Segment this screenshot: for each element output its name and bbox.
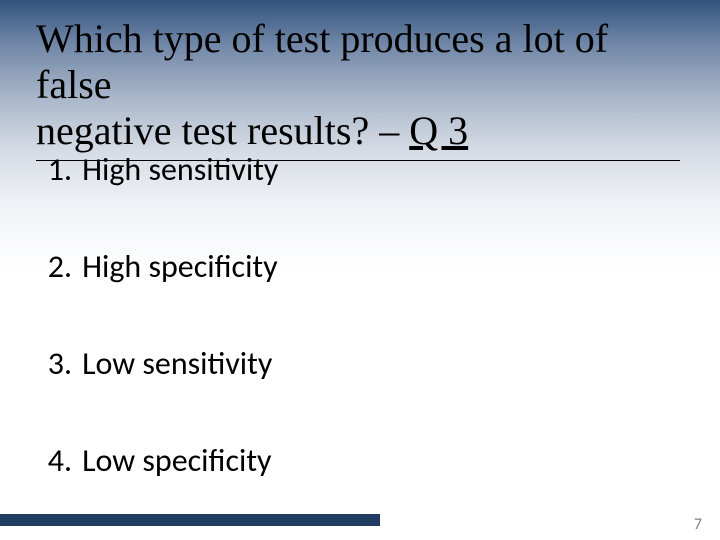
title-line-2: negative test results? –: [36, 108, 409, 153]
list-item: 3. Low sensitivity: [36, 344, 660, 383]
title-block: Which type of test produces a lot of fal…: [36, 16, 680, 161]
option-dot: .: [64, 441, 82, 480]
title-line-1: Which type of test produces a lot of fal…: [36, 16, 608, 107]
page-number: 7: [694, 515, 702, 534]
option-text: High specificity: [82, 247, 660, 286]
slide-title: Which type of test produces a lot of fal…: [36, 16, 680, 154]
option-text: Low specificity: [82, 441, 660, 480]
list-item: 1. High sensitivity: [36, 150, 660, 189]
option-dot: .: [64, 150, 82, 189]
list-item: 2. High specificity: [36, 247, 660, 286]
option-number: 2: [36, 247, 64, 286]
option-number: 4: [36, 441, 64, 480]
option-text: Low sensitivity: [82, 344, 660, 383]
answer-options-list: 1. High sensitivity 2. High specificity …: [36, 150, 660, 480]
footer-accent-bar: [0, 514, 380, 526]
title-q3: Q 3: [409, 108, 468, 153]
list-item: 4. Low specificity: [36, 441, 660, 480]
option-dot: .: [64, 344, 82, 383]
option-number: 3: [36, 344, 64, 383]
option-dot: .: [64, 247, 82, 286]
option-number: 1: [36, 150, 64, 189]
slide: Which type of test produces a lot of fal…: [0, 0, 720, 540]
option-text: High sensitivity: [82, 150, 660, 189]
